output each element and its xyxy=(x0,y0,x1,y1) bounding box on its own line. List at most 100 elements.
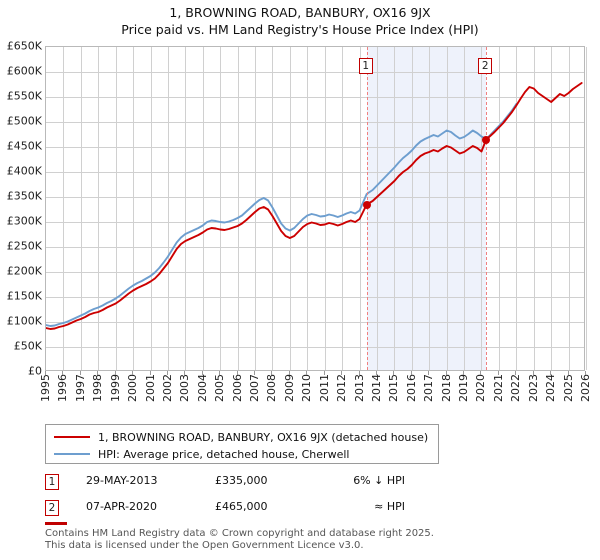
gridline-vertical xyxy=(81,47,82,370)
gridline-vertical xyxy=(534,47,535,370)
x-axis-tick-label: 2003 xyxy=(178,374,192,402)
legend-entry-price-paid: 1, BROWNING ROAD, BANBURY, OX16 9JX (det… xyxy=(54,428,428,446)
gridline-horizontal xyxy=(46,172,584,173)
sales-table: 1 29-MAY-2013 £335,000 6% ↓ HPI 2 07-APR… xyxy=(45,472,465,524)
event-flag-2[interactable]: 2 xyxy=(478,58,493,74)
x-axis-tick xyxy=(445,371,447,375)
legend-swatch-price-paid xyxy=(54,436,90,438)
series-svg xyxy=(46,82,583,330)
x-axis-tick-label: 2019 xyxy=(457,374,471,402)
gridline-vertical xyxy=(203,47,204,370)
gridline-vertical xyxy=(290,47,291,370)
x-axis-tick-label: 2001 xyxy=(143,374,157,402)
x-axis-tick xyxy=(254,371,256,375)
x-axis-tick-label: 2008 xyxy=(265,374,279,402)
x-axis-tick-label: 2016 xyxy=(404,374,418,402)
x-axis-tick xyxy=(480,371,482,375)
y-axis-tick-label: £300K xyxy=(6,214,42,228)
gridline-vertical xyxy=(429,47,430,370)
x-axis-tick-label: 2007 xyxy=(248,374,262,402)
x-axis-tick-label: 2002 xyxy=(160,374,174,402)
x-axis-tick-label: 2014 xyxy=(369,374,383,402)
gridline-horizontal xyxy=(46,322,584,323)
gridline-vertical xyxy=(238,47,239,370)
x-axis-tick-label: 2023 xyxy=(526,374,540,402)
y-axis-tick-label: £0 xyxy=(28,364,42,378)
x-axis-tick xyxy=(463,371,465,375)
legend-entry-hpi: HPI: Average price, detached house, Cher… xyxy=(54,445,349,463)
gridline-horizontal xyxy=(46,72,584,73)
y-axis-tick-label: £450K xyxy=(6,139,42,153)
event-vertical-line xyxy=(366,47,368,370)
event-vertical-line xyxy=(486,47,488,370)
event-data-point[interactable] xyxy=(482,135,491,144)
x-axis-tick xyxy=(45,371,46,375)
gridline-vertical xyxy=(516,47,517,370)
x-axis-tick xyxy=(166,371,168,375)
x-axis-tick-label: 1999 xyxy=(108,374,122,402)
event-data-point[interactable] xyxy=(362,200,371,209)
x-axis-tick xyxy=(341,371,343,375)
x-axis-tick-label: 2025 xyxy=(561,374,575,402)
x-axis-tick-label: 2005 xyxy=(213,374,227,402)
sale-hpi-note-2: ≈ HPI xyxy=(374,500,405,513)
data-series-layer xyxy=(46,47,584,370)
gridline-vertical xyxy=(412,47,413,370)
y-axis-tick-label: £400K xyxy=(6,164,42,178)
gridline-horizontal xyxy=(46,272,584,273)
y-axis-tick-label: £350K xyxy=(6,189,42,203)
x-axis-tick xyxy=(288,371,290,375)
x-axis-tick-label: 2010 xyxy=(300,374,314,402)
x-axis-tick xyxy=(62,371,64,375)
gridline-vertical xyxy=(98,47,99,370)
x-axis-labels: 1995 1996 1997 1998 1999 2000 2001 2002 2003 2004… xyxy=(39,374,592,414)
sale-price-1: £335,000 xyxy=(215,474,268,487)
x-axis-tick-label: 2009 xyxy=(282,374,296,402)
x-axis-tick-label: 1996 xyxy=(56,374,70,402)
x-axis-tick xyxy=(306,371,308,375)
sale-hpi-note-1: 6% ↓ HPI xyxy=(353,474,405,487)
x-axis-tick-label: 2022 xyxy=(509,374,523,402)
table-row: 2 07-APR-2020 £465,000 ≈ HPI xyxy=(45,498,465,524)
x-axis-tick xyxy=(375,371,377,375)
x-axis-tick-label: 2020 xyxy=(474,374,488,402)
x-axis-tick xyxy=(532,371,534,375)
footer-accent-bar xyxy=(45,522,67,525)
x-axis-tick-label: 2012 xyxy=(335,374,349,402)
gridline-horizontal xyxy=(46,97,584,98)
x-axis-tick xyxy=(567,371,569,375)
y-axis-tick-label: £250K xyxy=(6,239,42,253)
gridline-vertical xyxy=(63,47,64,370)
x-axis-tick xyxy=(236,371,238,375)
x-axis-tick xyxy=(585,371,586,375)
x-axis-tick-label: 2018 xyxy=(439,374,453,402)
gridline-vertical xyxy=(220,47,221,370)
gridline-horizontal xyxy=(46,197,584,198)
legend-swatch-hpi xyxy=(54,453,90,455)
gridline-vertical xyxy=(551,47,552,370)
gridline-vertical xyxy=(499,47,500,370)
gridline-vertical xyxy=(255,47,256,370)
y-axis-tick-label: £650K xyxy=(6,39,42,53)
sale-marker-2: 2 xyxy=(45,500,59,516)
x-axis-tick-label: 2004 xyxy=(195,374,209,402)
x-axis-tick xyxy=(79,371,81,375)
y-axis-tick-label: £500K xyxy=(6,114,42,128)
highlight-band-layer xyxy=(46,47,584,370)
gridline-vertical xyxy=(447,47,448,370)
x-axis-tick xyxy=(323,371,325,375)
gridline-vertical xyxy=(586,47,587,370)
gridline-vertical xyxy=(394,47,395,370)
sale-price-2: £465,000 xyxy=(215,500,268,513)
event-flag-1[interactable]: 1 xyxy=(358,58,373,74)
x-axis-tick-label: 2021 xyxy=(491,374,505,402)
gridline-horizontal xyxy=(46,347,584,348)
y-axis-tick-label: £200K xyxy=(6,264,42,278)
x-axis-tick xyxy=(184,371,186,375)
x-axis-tick xyxy=(550,371,552,375)
x-axis-tick xyxy=(201,371,203,375)
x-axis-tick xyxy=(497,371,499,375)
gridline-horizontal xyxy=(46,247,584,248)
page-subtitle: Price paid vs. HM Land Registry's House … xyxy=(121,22,479,37)
